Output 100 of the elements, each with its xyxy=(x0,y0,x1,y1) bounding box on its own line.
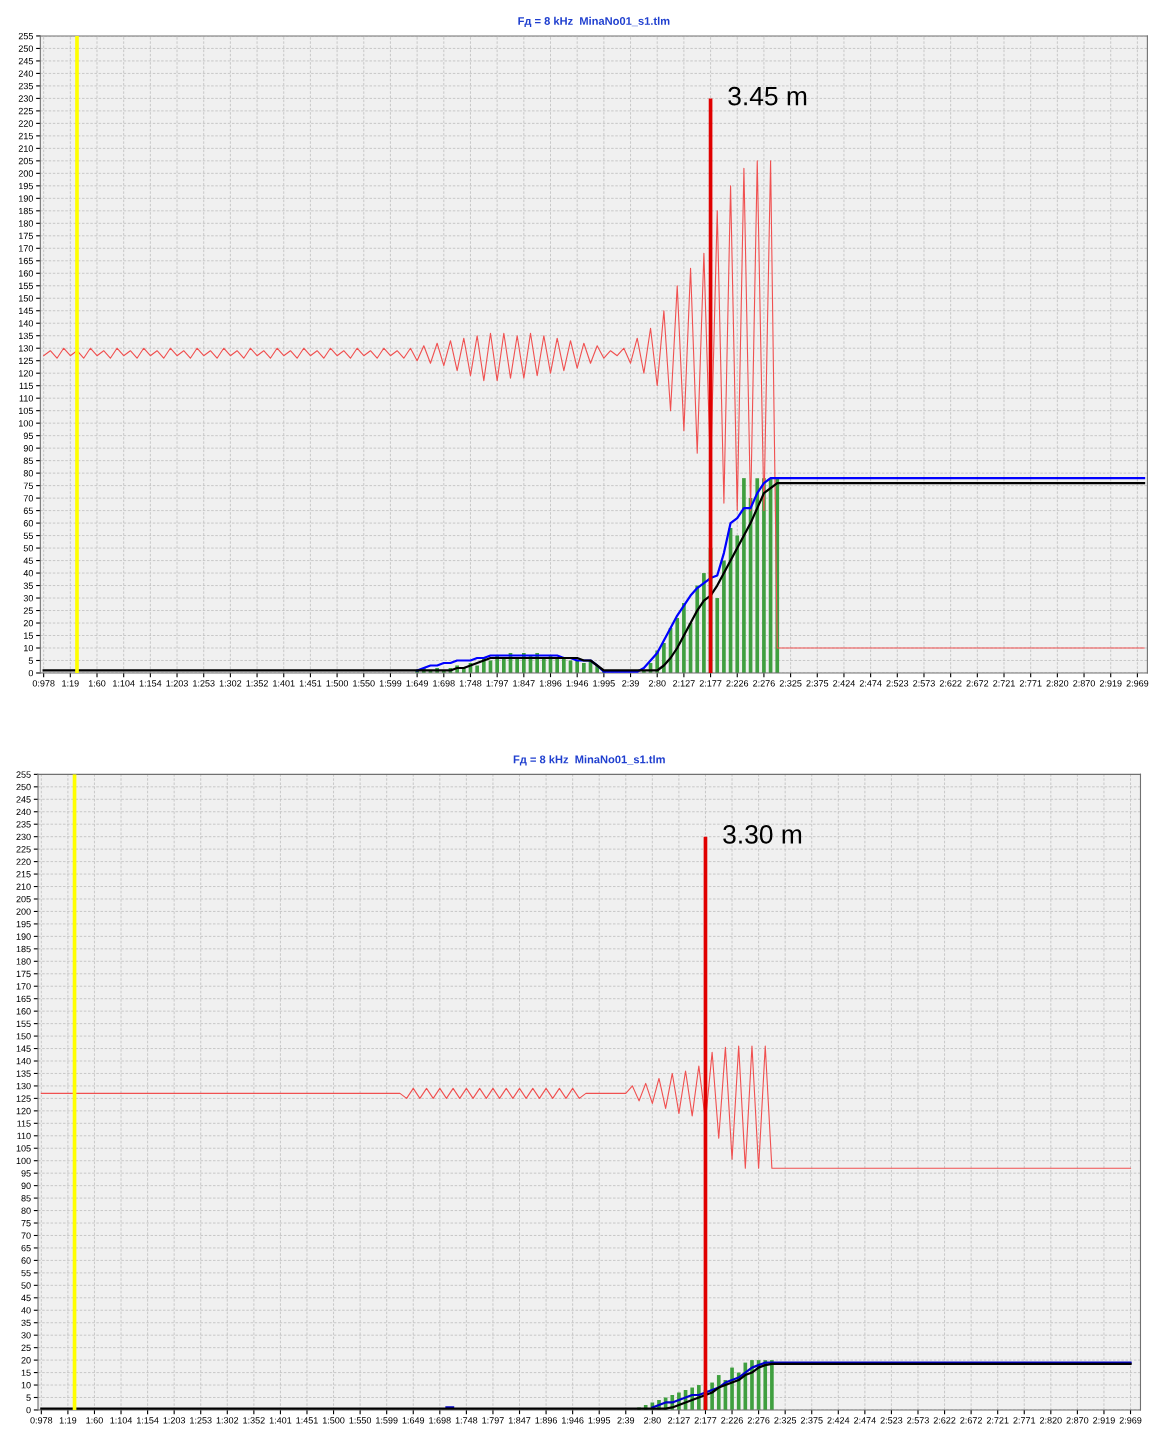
y-tick-label: 125 xyxy=(19,357,33,365)
x-tick-label: 1:203 xyxy=(163,1417,186,1424)
x-tick-label: 2:919 xyxy=(1099,680,1122,687)
x-tick-label: 1:154 xyxy=(136,1417,159,1424)
x-tick-label: 1:550 xyxy=(353,680,375,687)
x-tick-label: 2:622 xyxy=(939,680,962,687)
x-tick-label: 1:203 xyxy=(166,680,188,687)
x-tick-label: 1:946 xyxy=(566,680,589,687)
x-tick-label: 2:771 xyxy=(1019,680,1042,687)
y-tick-label: 85 xyxy=(21,1195,31,1202)
y-tick-label: 220 xyxy=(18,120,34,127)
y-tick-label: 215 xyxy=(16,871,31,878)
y-tick-label: 15 xyxy=(21,1369,31,1376)
y-tick-label: 165 xyxy=(19,257,33,265)
y-tick-label: 145 xyxy=(19,307,33,315)
y-tick-label: 175 xyxy=(19,232,33,240)
x-tick-label: 2:276 xyxy=(753,680,775,687)
x-tick-label: 1:797 xyxy=(486,680,508,687)
x-tick-label: 2:474 xyxy=(854,1417,876,1424)
x-tick-label: 2:276 xyxy=(747,1417,770,1424)
y-tick-label: 125 xyxy=(16,1095,31,1102)
x-tick-label: 1:896 xyxy=(535,1417,557,1424)
y-tick-label: 235 xyxy=(18,82,33,90)
y-tick-label: 45 xyxy=(23,557,33,564)
x-tick-label: 2:474 xyxy=(859,680,882,687)
x-tick-label: 1:60 xyxy=(86,1417,103,1424)
y-tick-label: 60 xyxy=(23,520,34,527)
x-tick-label: 1:698 xyxy=(429,1417,451,1424)
x-tick-label: 2:672 xyxy=(960,1417,982,1424)
y-tick-label: 50 xyxy=(23,545,34,552)
y-tick-label: 35 xyxy=(23,582,33,589)
x-tick-label: 1:104 xyxy=(113,680,135,687)
y-tick-label: 230 xyxy=(16,833,31,841)
y-tick-label: 105 xyxy=(16,1145,31,1152)
y-tick-label: 130 xyxy=(16,1082,31,1090)
x-tick-label: 2:820 xyxy=(1039,1417,1062,1424)
y-tick-label: 250 xyxy=(16,783,31,791)
x-tick-label: 2:969 xyxy=(1119,1417,1142,1424)
x-tick-label: 2:177 xyxy=(699,680,722,687)
x-tick-label: 2:177 xyxy=(694,1417,717,1424)
y-tick-label: 0 xyxy=(26,1406,31,1414)
x-tick-label: 2:672 xyxy=(966,680,989,687)
x-tick-label: 1:352 xyxy=(246,680,268,687)
x-tick-label: 1:352 xyxy=(243,1417,265,1424)
x-tick-label: 2:919 xyxy=(1093,1417,1115,1424)
y-tick-label: 60 xyxy=(21,1257,31,1264)
x-tick-label: 2:424 xyxy=(827,1417,850,1424)
y-tick-label: 15 xyxy=(24,632,33,639)
y-tick-label: 175 xyxy=(16,970,31,978)
y-tick-label: 75 xyxy=(21,1220,31,1227)
x-tick-label: 2:721 xyxy=(986,1417,1009,1424)
y-tick-label: 115 xyxy=(19,382,33,390)
y-tick-label: 20 xyxy=(21,1357,31,1364)
x-tick-label: 1:302 xyxy=(219,680,242,687)
x-tick-label: 1:995 xyxy=(593,680,615,687)
y-tick-label: 70 xyxy=(21,1232,31,1239)
y-tick-label: 50 xyxy=(21,1282,31,1289)
y-tick-label: 45 xyxy=(21,1294,31,1302)
y-tick-label: 55 xyxy=(23,532,33,539)
x-tick-label: 0:978 xyxy=(32,680,55,687)
y-tick-label: 155 xyxy=(16,1020,31,1027)
y-tick-label: 170 xyxy=(16,983,31,990)
y-tick-label: 95 xyxy=(23,432,33,440)
x-tick-label: 1:748 xyxy=(459,680,482,687)
x-tick-label: 2:39 xyxy=(622,680,639,687)
y-tick-label: 120 xyxy=(16,1107,31,1115)
x-tick-label: 1:253 xyxy=(190,1417,212,1424)
y-tick-label: 30 xyxy=(21,1332,31,1339)
x-tick-label: 2:573 xyxy=(907,1417,929,1424)
x-tick-label: 2:870 xyxy=(1066,1417,1089,1424)
y-tick-label: 185 xyxy=(19,207,33,215)
x-tick-label: 2:375 xyxy=(800,1417,823,1424)
x-tick-label: 0:978 xyxy=(30,1417,53,1424)
chart-title: Fд = 8 kHz MinaNo01_s1.tlm xyxy=(513,755,665,766)
y-tick-label: 10 xyxy=(24,644,34,652)
y-tick-label: 130 xyxy=(19,345,34,352)
y-tick-label: 190 xyxy=(19,195,34,202)
y-tick-label: 65 xyxy=(23,507,33,514)
x-tick-label: 1:797 xyxy=(482,1417,504,1424)
x-tick-label: 1:154 xyxy=(139,680,162,687)
x-tick-label: 2:80 xyxy=(644,1417,661,1424)
y-tick-label: 180 xyxy=(16,958,31,965)
y-tick-label: 80 xyxy=(23,470,34,477)
x-tick-label: 2:375 xyxy=(806,680,829,687)
y-tick-label: 140 xyxy=(19,320,34,327)
x-tick-label: 1:60 xyxy=(88,680,106,687)
y-tick-label: 255 xyxy=(18,32,33,40)
x-tick-label: 2:424 xyxy=(833,680,855,687)
y-tick-label: 5 xyxy=(28,657,33,664)
y-tick-label: 35 xyxy=(21,1319,31,1327)
y-tick-label: 150 xyxy=(16,1033,31,1040)
y-tick-label: 80 xyxy=(21,1207,31,1214)
y-tick-label: 215 xyxy=(18,132,33,140)
y-tick-label: 195 xyxy=(16,920,31,928)
x-tick-label: 2:127 xyxy=(668,1417,690,1424)
y-tick-label: 70 xyxy=(23,495,34,502)
y-tick-label: 155 xyxy=(19,282,33,290)
y-tick-label: 135 xyxy=(16,1070,31,1077)
x-tick-label: 2:622 xyxy=(933,1417,956,1424)
x-tick-label: 2:325 xyxy=(779,680,802,687)
